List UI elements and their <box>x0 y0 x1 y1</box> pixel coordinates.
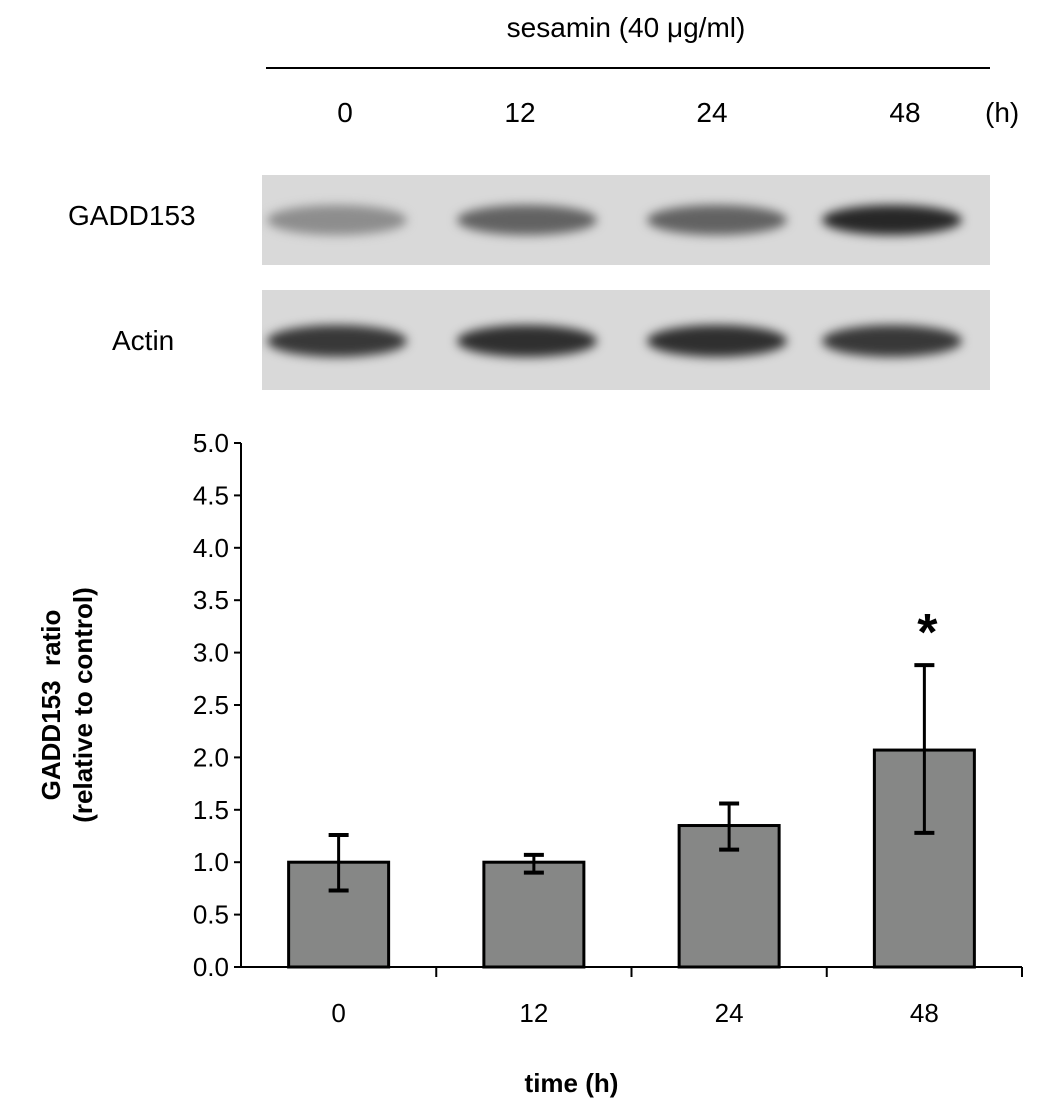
blot-band <box>647 205 787 235</box>
y-tick-label: 0.0 <box>193 952 229 982</box>
bar <box>482 860 586 969</box>
lane-label: 12 <box>504 97 536 128</box>
bar <box>287 860 391 969</box>
treatment-label: sesamin (40 μg/ml) <box>506 12 746 43</box>
y-tick-label: 4.0 <box>193 533 229 563</box>
bar <box>872 748 976 969</box>
lane-label: 48 <box>889 97 921 128</box>
y-tick-label: 2.0 <box>193 742 229 772</box>
significance-asterisk: * <box>917 604 938 662</box>
time-unit-label: (h) <box>985 97 1020 128</box>
lane-label: 24 <box>696 97 728 128</box>
y-tick-label: 4.5 <box>193 480 229 510</box>
y-tick-label: 5.0 <box>193 428 229 458</box>
blot-band <box>822 325 962 357</box>
y-tick-label: 1.0 <box>193 847 229 877</box>
x-tick-label: 24 <box>715 998 744 1028</box>
y-tick-label: 3.5 <box>193 585 229 615</box>
y-tick-label: 2.5 <box>193 690 229 720</box>
x-axis-label: time (h) <box>525 1068 619 1098</box>
gadd153-blot-image <box>262 175 990 265</box>
y-axis-label-line1: GADD153 ratio <box>36 610 66 801</box>
bar-chart: 0.0 0.5 1.0 1.5 2.0 2.5 3.0 3.5 4.0 4.5 5.0 0 12 24 48… <box>36 428 1023 1098</box>
blot-label-actin: Actin <box>112 325 175 356</box>
y-axis-label-line2: (relative to control) <box>68 587 98 822</box>
x-tick-label: 48 <box>910 998 939 1028</box>
blot-band <box>457 205 597 235</box>
y-tick-label: 3.0 <box>193 638 229 668</box>
blot-label-gadd153: GADD153 <box>68 200 196 231</box>
lane-label: 0 <box>337 97 353 128</box>
blot-band <box>267 205 407 235</box>
blot-band <box>822 205 962 235</box>
blot-band <box>647 325 787 357</box>
y-tick-label: 1.5 <box>193 795 229 825</box>
actin-blot-image <box>262 290 990 390</box>
x-tick-label: 12 <box>519 998 548 1028</box>
x-tick-label: 0 <box>331 998 345 1028</box>
blot-band <box>267 325 407 357</box>
y-tick-label: 0.5 <box>193 900 229 930</box>
blot-band <box>457 325 597 357</box>
treatment-bracket-line <box>266 67 990 69</box>
